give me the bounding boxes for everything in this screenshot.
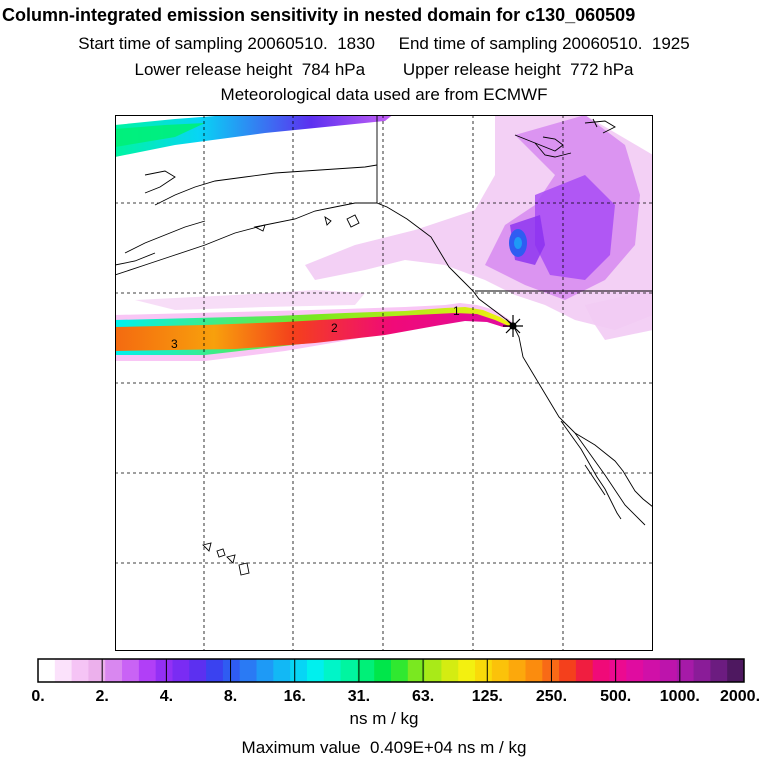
- legend-color-cell: [508, 659, 526, 682]
- color-scale-legend: 0. 2. 4. 8. 16. 31. 63. 125. 250. 500. 1000. 2000.: [31, 658, 760, 705]
- legend-color-cell: [710, 659, 728, 682]
- legend-color-cell: [38, 659, 56, 682]
- legend-color-cell: [239, 659, 258, 682]
- legend-tick-label: 63.: [412, 688, 434, 705]
- legend-color-cell: [105, 659, 123, 682]
- legend-color-cell: [542, 659, 560, 682]
- legend-color-cell: [357, 659, 375, 682]
- legend-color-cell: [458, 659, 476, 682]
- sensitivity-haze: [135, 115, 653, 340]
- release-heights: Lower release height 784 hPa Upper relea…: [134, 60, 634, 79]
- legend-color-cell: [441, 659, 459, 682]
- legend-color-cell: [609, 659, 627, 682]
- legend-tick-label: 16.: [284, 688, 306, 705]
- legend-color-cell: [727, 659, 745, 682]
- legend-color-cell: [155, 659, 173, 682]
- legend-tick-label: 1000.: [660, 688, 700, 705]
- legend-color-cell: [323, 659, 342, 682]
- legend-tick-label: 0.: [31, 688, 44, 705]
- legend-color-cell: [676, 659, 695, 682]
- page-title: Column-integrated emission sensitivity i…: [2, 5, 636, 25]
- legend-color-cell: [693, 659, 711, 682]
- legend-color-cell: [374, 659, 392, 682]
- sampling-times: Start time of sampling 20060510. 1830 En…: [78, 34, 690, 53]
- map-frame: [115, 115, 653, 651]
- legend-tick-label: 250.: [536, 688, 567, 705]
- legend-tick-label: 500.: [600, 688, 631, 705]
- legend-color-cell: [491, 659, 510, 682]
- main-plume: [115, 303, 515, 361]
- legend-color-cell: [659, 659, 678, 682]
- met-data-source: Meteorological data used are from ECMWF: [220, 85, 548, 104]
- legend-color-cell: [138, 659, 157, 682]
- legend-color-cell: [206, 659, 224, 682]
- legend-color-cell: [643, 659, 661, 682]
- release-site-star: [503, 315, 523, 337]
- legend-tick-label: 4.: [160, 688, 173, 705]
- legend-color-cell: [290, 659, 308, 682]
- legend-units: ns m / kg: [349, 709, 419, 728]
- maximum-value: Maximum value 0.409E+04 ns m / kg: [241, 738, 527, 757]
- legend-color-cell: [71, 659, 89, 682]
- legend-tick-label: 2000.: [720, 688, 760, 705]
- legend-color-cell: [475, 659, 493, 682]
- legend-color-cell: [424, 659, 442, 682]
- legend-color-cell: [256, 659, 274, 682]
- legend-tick-label: 31.: [348, 688, 370, 705]
- legend-color-cell: [340, 659, 358, 682]
- emission-sensitivity-map: 1 2 3: [115, 115, 653, 651]
- plume-label-3: 3: [171, 337, 178, 351]
- legend-color-cell: [407, 659, 426, 682]
- legend-tick-label: 8.: [224, 688, 237, 705]
- plume-label-2: 2: [331, 321, 338, 335]
- legend-color-cell: [122, 659, 140, 682]
- legend-color-cell: [626, 659, 644, 682]
- legend-color-cell: [306, 659, 325, 682]
- legend-color-cell: [54, 659, 73, 682]
- legend-color-cell: [559, 659, 577, 682]
- legend-color-cell: [222, 659, 241, 682]
- plume-label-1: 1: [453, 304, 460, 318]
- coastlines: [115, 115, 653, 576]
- legend-tick-label: 125.: [472, 688, 503, 705]
- legend-color-cell: [88, 659, 106, 682]
- legend-color-cell: [525, 659, 543, 682]
- legend-color-cell: [391, 659, 409, 682]
- legend-color-cell: [592, 659, 611, 682]
- graticule: [115, 115, 653, 651]
- legend-color-cell: [172, 659, 190, 682]
- legend-color-cell: [575, 659, 594, 682]
- legend-color-cell: [273, 659, 291, 682]
- legend-color-cell: [189, 659, 207, 682]
- legend-tick-label: 2.: [96, 688, 109, 705]
